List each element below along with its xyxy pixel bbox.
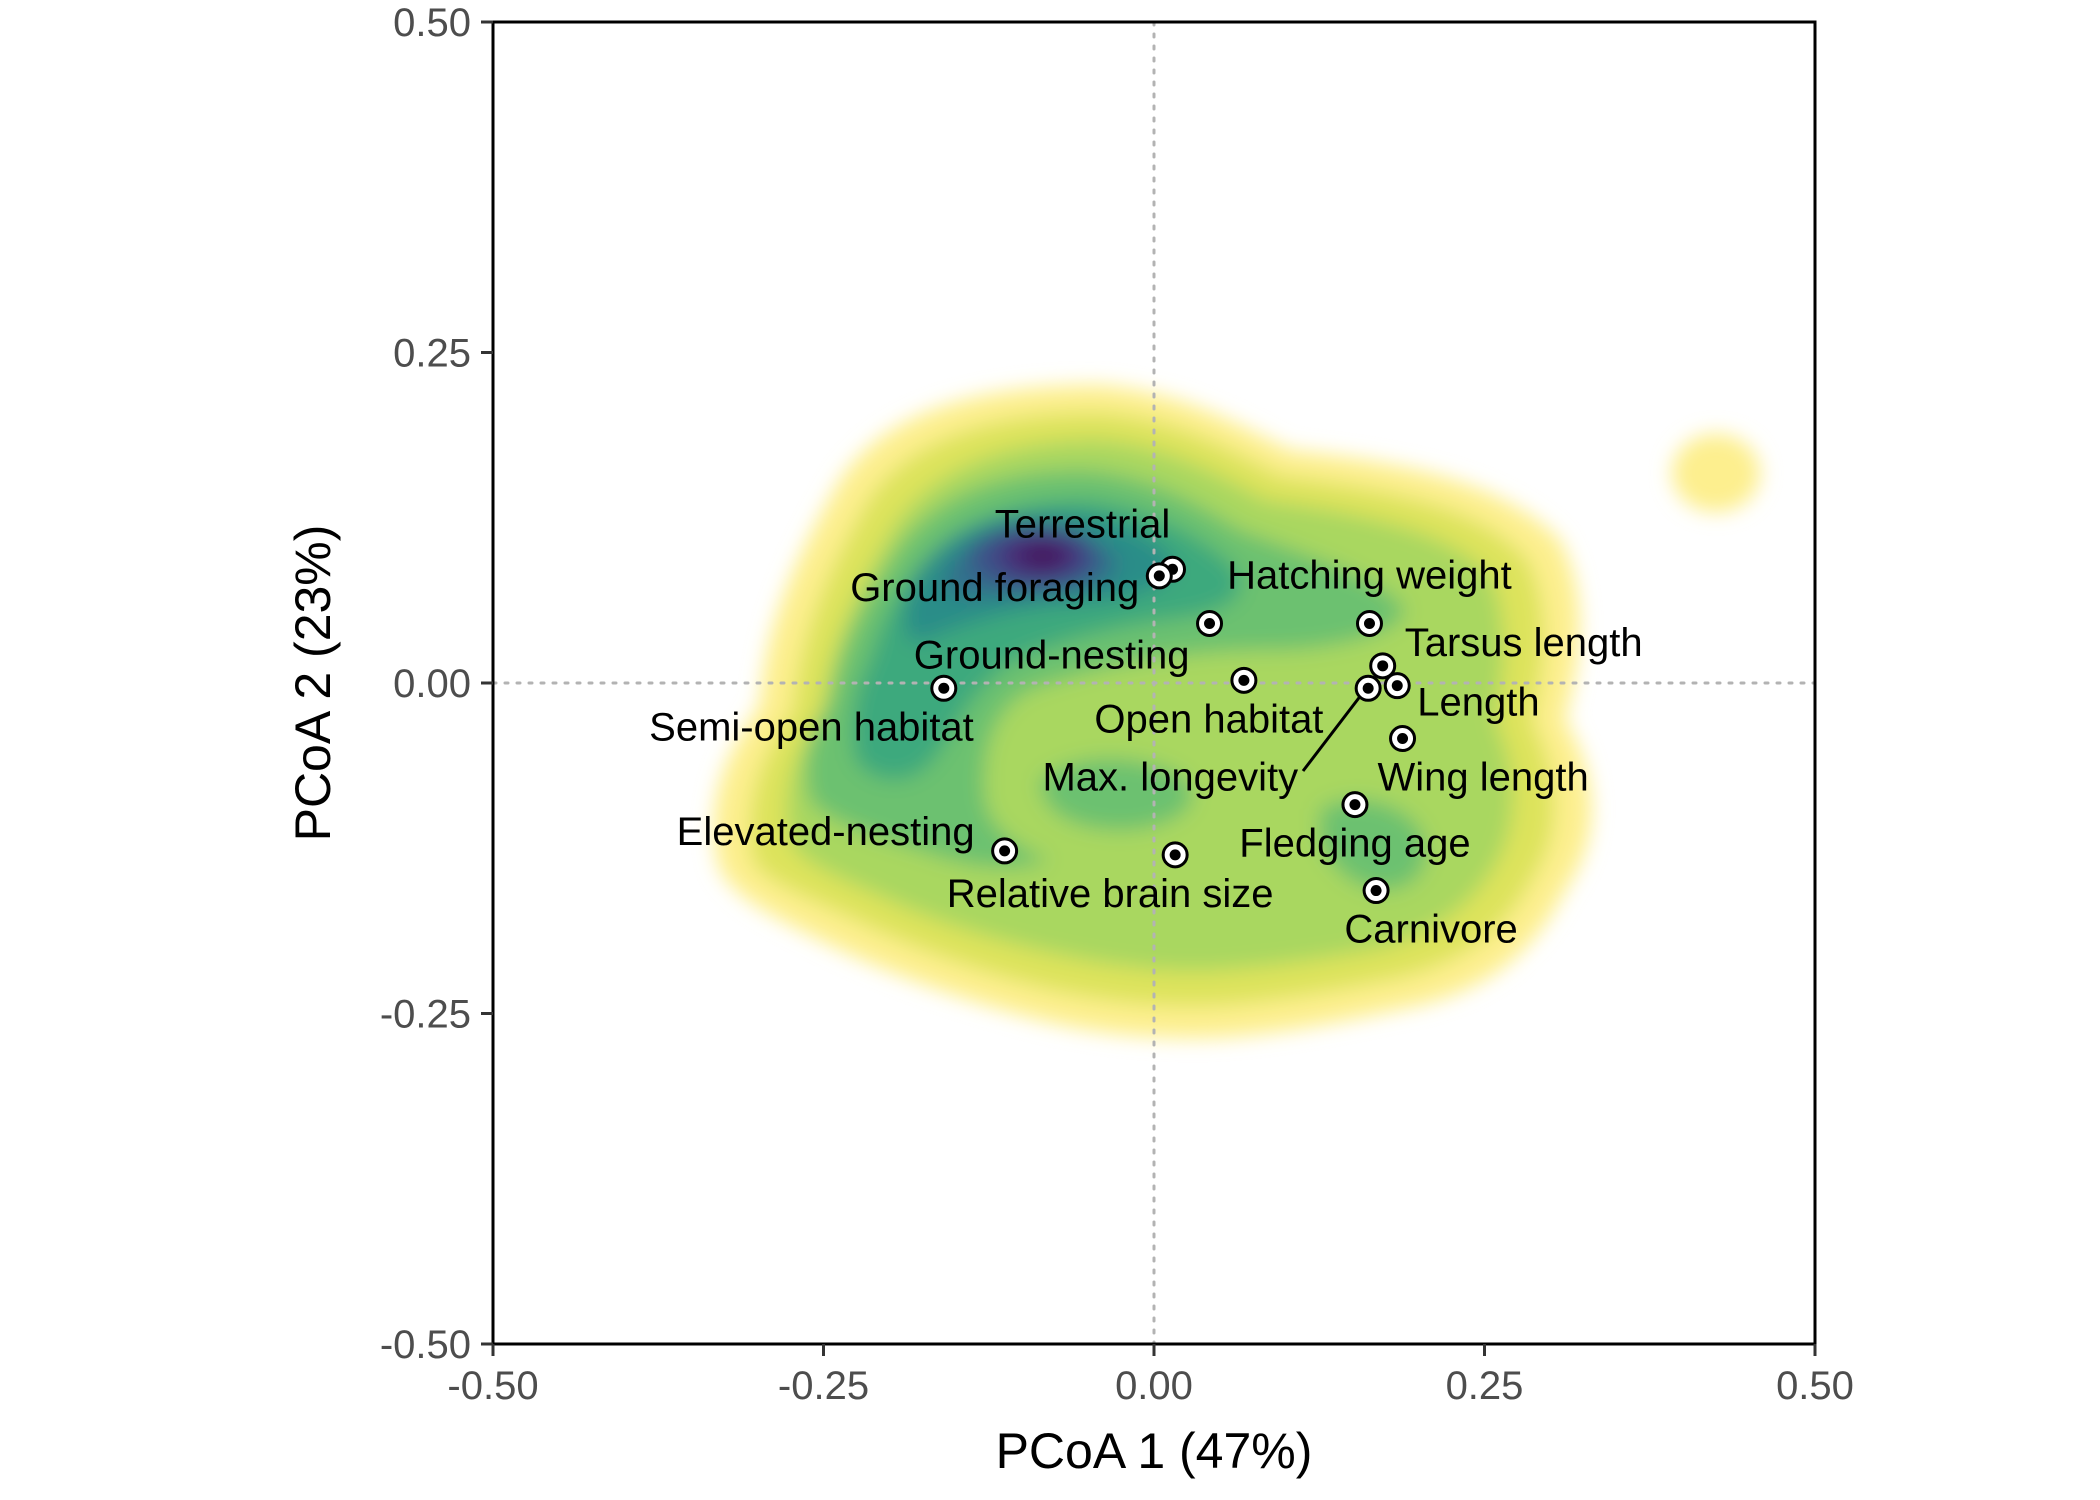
x-tick-label: 0.25 <box>1446 1364 1524 1408</box>
max-longevity-leader-line <box>1301 685 1370 772</box>
point-label: Ground-nesting <box>914 634 1190 678</box>
data-point-inner <box>1377 660 1389 672</box>
point-label: Terrestrial <box>995 502 1171 546</box>
ticks-layer: -0.50 -0.25 0.00 0.25 0.50 -0.50 -0.25 0.00 0.25… <box>380 1 1854 1408</box>
point-label: Wing length <box>1378 756 1589 800</box>
density-level-1-blob <box>1672 434 1760 512</box>
data-point-inner <box>1362 682 1374 694</box>
density-level-4-east <box>1320 799 1426 891</box>
point-label: Relative brain size <box>947 872 1274 916</box>
data-point-inner <box>1397 733 1409 745</box>
point-label: Fledging age <box>1239 822 1470 866</box>
point-label: Length <box>1417 681 1539 725</box>
data-point-inner <box>1238 674 1250 686</box>
y-tick-label: 0.25 <box>393 332 471 376</box>
point-label: Tarsus length <box>1405 621 1643 665</box>
data-point <box>1145 562 1173 590</box>
labels-layer: Terrestrial Ground foraging Hatching weigh… <box>649 502 1642 951</box>
density-level-10 <box>1021 544 1065 568</box>
data-point <box>1230 666 1258 694</box>
data-point <box>1196 610 1224 638</box>
y-tick-label: 0.00 <box>393 662 471 706</box>
data-point-inner <box>1169 849 1181 861</box>
point-label: Hatching weight <box>1227 554 1512 598</box>
point-label: Max. longevity <box>1042 755 1298 799</box>
y-tick-label: -0.50 <box>380 1323 471 1367</box>
data-point-inner <box>1391 680 1403 692</box>
x-tick-label: -0.50 <box>447 1364 538 1408</box>
point-label: Semi-open habitat <box>649 705 974 749</box>
data-point <box>1355 610 1383 638</box>
data-point <box>1362 877 1390 905</box>
data-point-inner <box>999 845 1011 857</box>
data-point <box>930 674 958 702</box>
x-tick-label: 0.00 <box>1115 1364 1193 1408</box>
data-point-inner <box>1349 799 1361 811</box>
data-point <box>1354 674 1382 702</box>
data-point <box>1341 791 1369 819</box>
x-tick-label: 0.50 <box>1776 1364 1854 1408</box>
y-axis-title: PCoA 2 (23%) <box>285 525 341 842</box>
y-tick-label: -0.25 <box>380 993 471 1037</box>
density-contours <box>714 385 1760 1039</box>
point-label: Carnivore <box>1344 908 1517 952</box>
y-tick-label: 0.50 <box>393 1 471 45</box>
x-axis-title: PCoA 1 (47%) <box>996 1423 1313 1479</box>
data-point-inner <box>1363 618 1375 630</box>
data-point <box>1369 652 1397 680</box>
data-point-inner <box>1153 570 1165 582</box>
data-point-inner <box>1204 618 1216 630</box>
point-label: Open habitat <box>1094 697 1323 741</box>
data-point-inner <box>1370 885 1382 897</box>
point-label: Elevated-nesting <box>677 810 975 854</box>
point-label: Ground foraging <box>850 566 1139 610</box>
data-point <box>1161 841 1189 869</box>
data-point <box>991 837 1019 865</box>
data-point-inner <box>938 682 950 694</box>
data-point <box>1389 725 1417 753</box>
points-layer <box>930 555 1417 905</box>
data-point <box>1383 672 1411 700</box>
x-tick-label: -0.25 <box>778 1364 869 1408</box>
